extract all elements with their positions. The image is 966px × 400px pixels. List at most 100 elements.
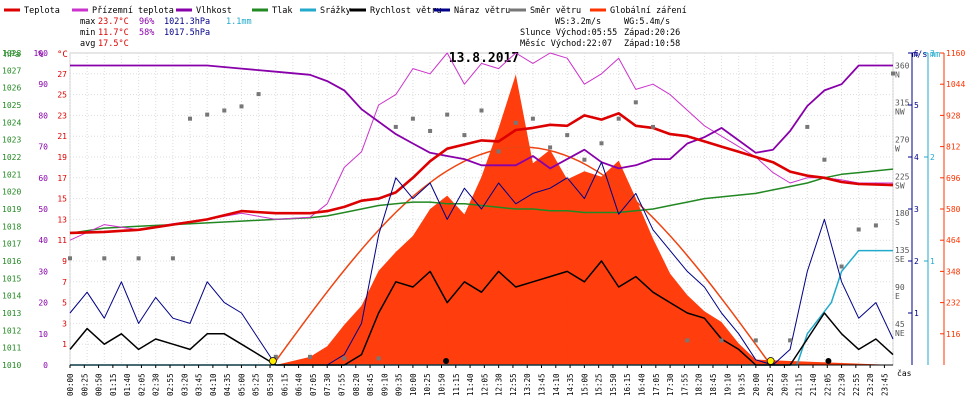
series-wind-direction-point [68, 256, 72, 261]
series-humidity-line [70, 64, 893, 170]
percent-axis-label: % [38, 50, 44, 60]
series-wind-direction-point [753, 338, 758, 343]
temp-tick-label: 25 [57, 91, 67, 100]
temp-axis-label: °C [57, 50, 68, 60]
hpa-tick-label: 1028 [2, 49, 21, 58]
hpa-tick-label: 1013 [2, 309, 21, 318]
series-wind-direction-point [599, 141, 604, 146]
x-tick-label: 22:05 [823, 373, 832, 396]
info-sunset: Západ:20:26 [624, 28, 680, 38]
direction-tick-label: NW [895, 107, 905, 116]
percent-tick-label: 100 [34, 49, 49, 58]
x-tick-label: 10:00 [409, 373, 418, 396]
rain-tick-label: 3 [930, 49, 935, 58]
direction-tick-label: SE [895, 255, 905, 264]
hpa-tick-label: 1015 [2, 274, 21, 283]
x-tick-label: 17:30 [666, 373, 675, 396]
legend: Teplota Přízemní teplota Vlhkost Tlak Srážky… [4, 6, 687, 16]
series-wind-direction-point [393, 124, 398, 129]
series-wind-direction-point [376, 356, 381, 361]
summary-row-label: max [80, 17, 95, 27]
chart-title: 13.8.2017 [449, 51, 519, 66]
moon-marker [443, 358, 450, 364]
x-tick-label: 19:35 [738, 373, 747, 396]
x-tick-label: 19:10 [723, 373, 732, 396]
x-tick-label: 00:50 [95, 373, 104, 396]
x-tick-label: 15:00 [580, 373, 589, 396]
temp-tick-label: 3 [62, 319, 67, 328]
wind-tick-label: 5 [914, 101, 919, 110]
legend-label: Teplota [24, 6, 60, 16]
legend-label: Náraz větru [454, 6, 510, 16]
rain-tick-label: 1 [930, 257, 935, 266]
series-wind-direction-point [239, 104, 244, 109]
hpa-tick-label: 1010 [2, 361, 21, 370]
x-tick-label: 11:40 [466, 373, 475, 396]
summary-pressure: 1021.3hPa [164, 17, 210, 27]
wind-tick-label: 4 [914, 153, 919, 162]
temp-tick-label: 9 [62, 257, 67, 266]
x-tick-label: 20:00 [752, 373, 761, 396]
x-tick-label: 03:45 [195, 373, 204, 396]
temp-tick-label: 5 [62, 299, 67, 308]
x-tick-label: 18:45 [709, 373, 718, 396]
x-tick-label: 13:20 [523, 373, 532, 396]
direction-tick-value: 315 [895, 98, 910, 107]
temp-tick-label: 19 [57, 153, 67, 162]
legend-label: Směr větru [530, 6, 581, 16]
x-tick-label: 11:15 [452, 373, 461, 396]
x-tick-label: 12:30 [495, 373, 504, 396]
direction-tick-label: E [895, 292, 900, 301]
hpa-tick-label: 1026 [2, 84, 21, 93]
percent-tick-label: 90 [38, 80, 48, 89]
x-tick-label: 20:25 [766, 373, 775, 396]
temp-tick-label: 13 [57, 215, 67, 224]
legend-label: Srážky [320, 6, 351, 16]
percent-tick-label: 0 [43, 361, 48, 370]
percent-tick-label: 50 [38, 205, 48, 214]
x-tick-label: 09:35 [395, 373, 404, 396]
x-tick-label: 07:05 [309, 373, 318, 396]
percent-tick-label: 70 [38, 143, 48, 152]
percent-tick-label: 80 [38, 111, 48, 120]
x-tick-label: 17:05 [652, 373, 661, 396]
info-wg: WG:5.4m/s [624, 17, 670, 27]
series-ground-temperature-line [69, 52, 893, 241]
direction-tick-value: 90 [895, 283, 905, 292]
sun-marker [268, 357, 277, 365]
series-wind-direction-point [582, 157, 587, 162]
x-tick-label: 18:20 [695, 373, 704, 396]
hpa-tick-label: 1017 [2, 240, 21, 249]
direction-tick-value: 360 [895, 61, 910, 70]
x-tick-label: 13:45 [538, 373, 547, 396]
x-tick-label: 20:50 [780, 373, 789, 396]
radiation-tick-label: 116 [946, 330, 961, 339]
x-tick-label: 12:55 [509, 373, 518, 396]
series-wind-direction-point [428, 129, 433, 133]
rain-axis-label: mm [930, 50, 940, 60]
series-wind-direction-point [222, 108, 227, 113]
radiation-tick-label: 928 [946, 111, 961, 120]
x-tick-label: 22:30 [838, 373, 847, 396]
wind-tick-label: 6 [914, 49, 919, 58]
axes: hPa% °C m/s mm10101011101210131014101510161… [2, 49, 965, 370]
hpa-tick-label: 1019 [2, 205, 21, 214]
summary-row-label: min [80, 28, 95, 38]
series-radiation-clear-sky-arc [272, 146, 772, 366]
series-wind-direction-point [651, 124, 655, 129]
summary-temp: 11.7°C [98, 28, 129, 38]
radiation-tick-label: 348 [946, 267, 961, 276]
radiation-tick-label: 1160 [946, 49, 965, 58]
temp-tick-label: 15 [57, 195, 67, 204]
series-wind-direction-point [445, 112, 450, 117]
temp-tick-label: 11 [57, 236, 67, 245]
series-radiation-area [70, 74, 893, 365]
series-wind-direction-point [410, 116, 415, 121]
radiation-tick-label: 464 [946, 236, 961, 245]
wind-axis-label: m/s [912, 50, 927, 60]
series-wind-direction-point [188, 116, 192, 121]
legend-label: Přízemní teplota [92, 6, 174, 16]
x-tick-label: 02:30 [152, 373, 161, 396]
series-wind-direction-point [256, 92, 261, 97]
x-tick-label: 12:05 [480, 373, 489, 396]
